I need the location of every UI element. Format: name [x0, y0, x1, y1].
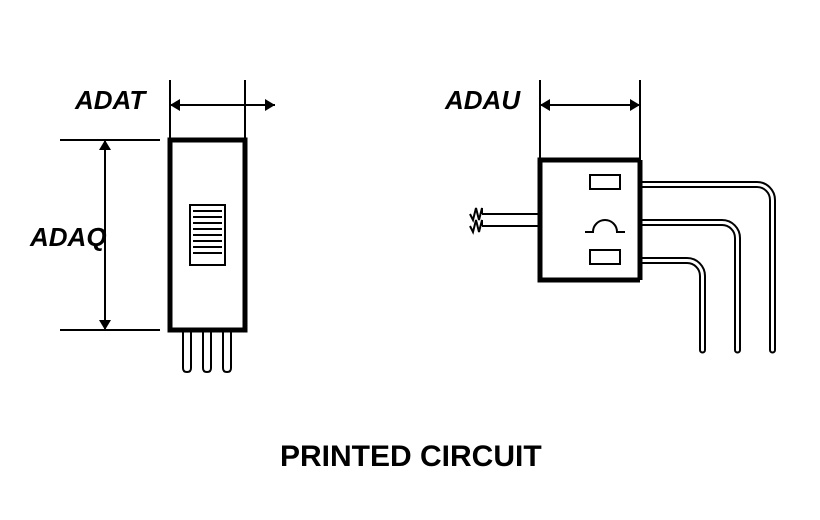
adau-label: ADAU	[445, 85, 520, 116]
adaq-label: ADAQ	[30, 222, 107, 253]
adat-label: ADAT	[75, 85, 145, 116]
caption-text: PRINTED CIRCUIT	[280, 440, 542, 474]
